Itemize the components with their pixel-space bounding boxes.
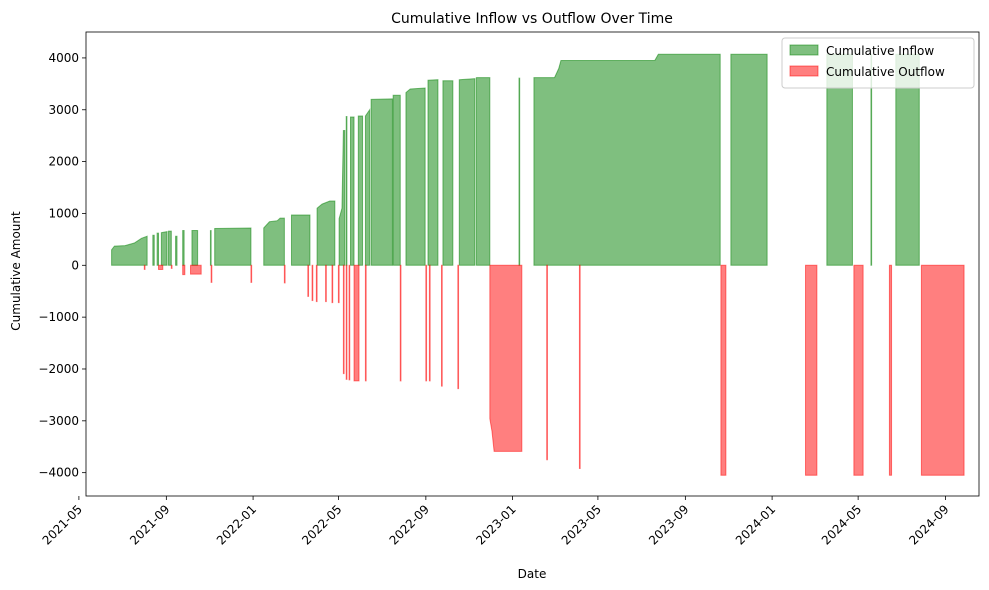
area-segment bbox=[546, 264, 548, 461]
series-layer bbox=[111, 53, 965, 476]
area-segment bbox=[307, 264, 310, 297]
y-tick-label: −3000 bbox=[38, 414, 79, 428]
area-segment bbox=[263, 217, 285, 266]
area-segment bbox=[152, 234, 155, 266]
area-segment bbox=[175, 235, 178, 266]
area-segment bbox=[457, 264, 460, 390]
y-tick-label: 2000 bbox=[48, 155, 79, 169]
area-segment bbox=[345, 116, 348, 266]
area-segment bbox=[364, 108, 371, 266]
area-segment bbox=[209, 230, 212, 266]
area-segment bbox=[533, 53, 721, 266]
area-segment bbox=[337, 264, 340, 304]
area-segment bbox=[214, 227, 252, 266]
legend-label: Cumulative Outflow bbox=[826, 65, 945, 79]
area-segment bbox=[489, 264, 523, 452]
area-segment bbox=[399, 264, 402, 382]
area-segment bbox=[167, 230, 172, 266]
area-segment bbox=[440, 264, 443, 387]
area-segment bbox=[311, 264, 314, 302]
area-segment bbox=[458, 78, 476, 266]
area-segment bbox=[405, 87, 426, 266]
area-segment bbox=[730, 53, 768, 266]
series-2 bbox=[143, 264, 965, 476]
area-segment bbox=[518, 77, 521, 266]
area-segment bbox=[111, 235, 148, 266]
legend-swatch bbox=[789, 65, 819, 77]
legend: Cumulative Inflow Cumulative Outflow bbox=[781, 37, 975, 89]
area-segment bbox=[190, 264, 202, 275]
area-segment bbox=[283, 264, 286, 284]
y-tick-label: 3000 bbox=[48, 103, 79, 117]
area-segment bbox=[364, 264, 367, 382]
area-segment bbox=[720, 264, 727, 476]
area-segment bbox=[315, 264, 318, 303]
y-tick-label: 1000 bbox=[48, 206, 79, 220]
area-segment bbox=[338, 130, 346, 266]
area-segment bbox=[250, 264, 253, 283]
series-1 bbox=[111, 53, 920, 266]
area-segment bbox=[182, 230, 185, 266]
area-segment bbox=[331, 264, 334, 304]
area-segment bbox=[160, 231, 168, 266]
chart-title: Cumulative Inflow vs Outflow Over Time bbox=[391, 11, 673, 27]
area-segment bbox=[325, 264, 327, 303]
area-segment bbox=[158, 264, 164, 270]
legend-swatch bbox=[789, 44, 819, 56]
area-segment bbox=[316, 200, 336, 266]
area-segment bbox=[348, 264, 351, 381]
area-segment bbox=[392, 94, 401, 266]
plot-frame bbox=[85, 31, 980, 497]
area-segment bbox=[191, 230, 199, 266]
area-segment bbox=[475, 77, 491, 266]
area-segment bbox=[425, 264, 428, 382]
area-segment bbox=[143, 264, 146, 270]
area-segment bbox=[156, 232, 160, 266]
y-axis: −4000 −3000 −2000 −1000 0 1000 2000 3000 4000 bbox=[38, 51, 86, 480]
y-tick-label: −4000 bbox=[38, 466, 79, 480]
area-segment bbox=[349, 116, 355, 266]
y-tick-label: 0 bbox=[71, 258, 79, 272]
area-segment bbox=[370, 98, 393, 266]
area-segment bbox=[442, 80, 454, 266]
legend-box bbox=[781, 37, 975, 89]
plot-area bbox=[85, 31, 980, 497]
area-segment bbox=[345, 264, 348, 380]
area-segment bbox=[182, 264, 186, 276]
area-segment bbox=[290, 214, 311, 266]
legend-label: Cumulative Inflow bbox=[826, 44, 934, 58]
area-segment bbox=[888, 264, 893, 476]
y-tick-label: −1000 bbox=[38, 310, 79, 324]
y-axis-title: Cumulative Amount bbox=[9, 211, 23, 331]
x-axis-title: Date bbox=[518, 567, 547, 581]
area-segment bbox=[805, 264, 818, 476]
area-segment bbox=[427, 79, 439, 266]
y-tick-label: −2000 bbox=[38, 362, 79, 376]
area-segment bbox=[170, 264, 173, 269]
area-segment bbox=[578, 264, 581, 470]
area-segment bbox=[853, 264, 864, 476]
area-segment bbox=[353, 264, 360, 382]
area-segment bbox=[210, 264, 213, 283]
area-segment bbox=[428, 264, 431, 382]
area-segment bbox=[342, 264, 345, 375]
area-segment bbox=[357, 115, 364, 266]
area-segment bbox=[920, 264, 965, 476]
y-tick-label: 4000 bbox=[48, 51, 79, 65]
